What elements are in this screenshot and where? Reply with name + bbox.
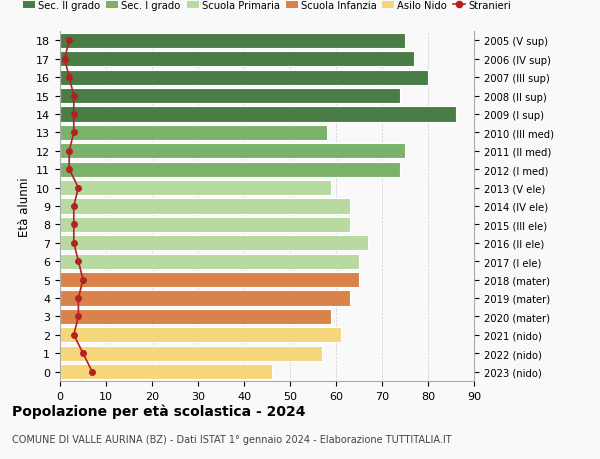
Bar [60, 309, 331, 324]
Bar [60, 254, 359, 269]
Legend: Sec. II grado, Sec. I grado, Scuola Primaria, Scuola Infanzia, Asilo Nido, Stran: Sec. II grado, Sec. I grado, Scuola Prim… [19, 0, 515, 15]
Bar [60, 34, 405, 49]
Bar [60, 199, 350, 214]
Bar [60, 291, 350, 306]
Bar [60, 52, 414, 67]
Bar [60, 89, 400, 104]
Bar [60, 107, 455, 122]
Text: Popolazione per età scolastica - 2024: Popolazione per età scolastica - 2024 [12, 404, 305, 419]
Bar [60, 144, 405, 159]
Bar [60, 346, 322, 361]
Y-axis label: Età alunni: Età alunni [17, 177, 31, 236]
Text: COMUNE DI VALLE AURINA (BZ) - Dati ISTAT 1° gennaio 2024 - Elaborazione TUTTITAL: COMUNE DI VALLE AURINA (BZ) - Dati ISTAT… [12, 434, 452, 444]
Bar [60, 364, 272, 379]
Bar [60, 181, 331, 196]
Bar [60, 236, 368, 251]
Bar [60, 218, 350, 232]
Bar [60, 273, 359, 287]
Bar [60, 71, 428, 85]
Bar [60, 162, 400, 177]
Bar [60, 126, 327, 140]
Bar [60, 328, 341, 342]
